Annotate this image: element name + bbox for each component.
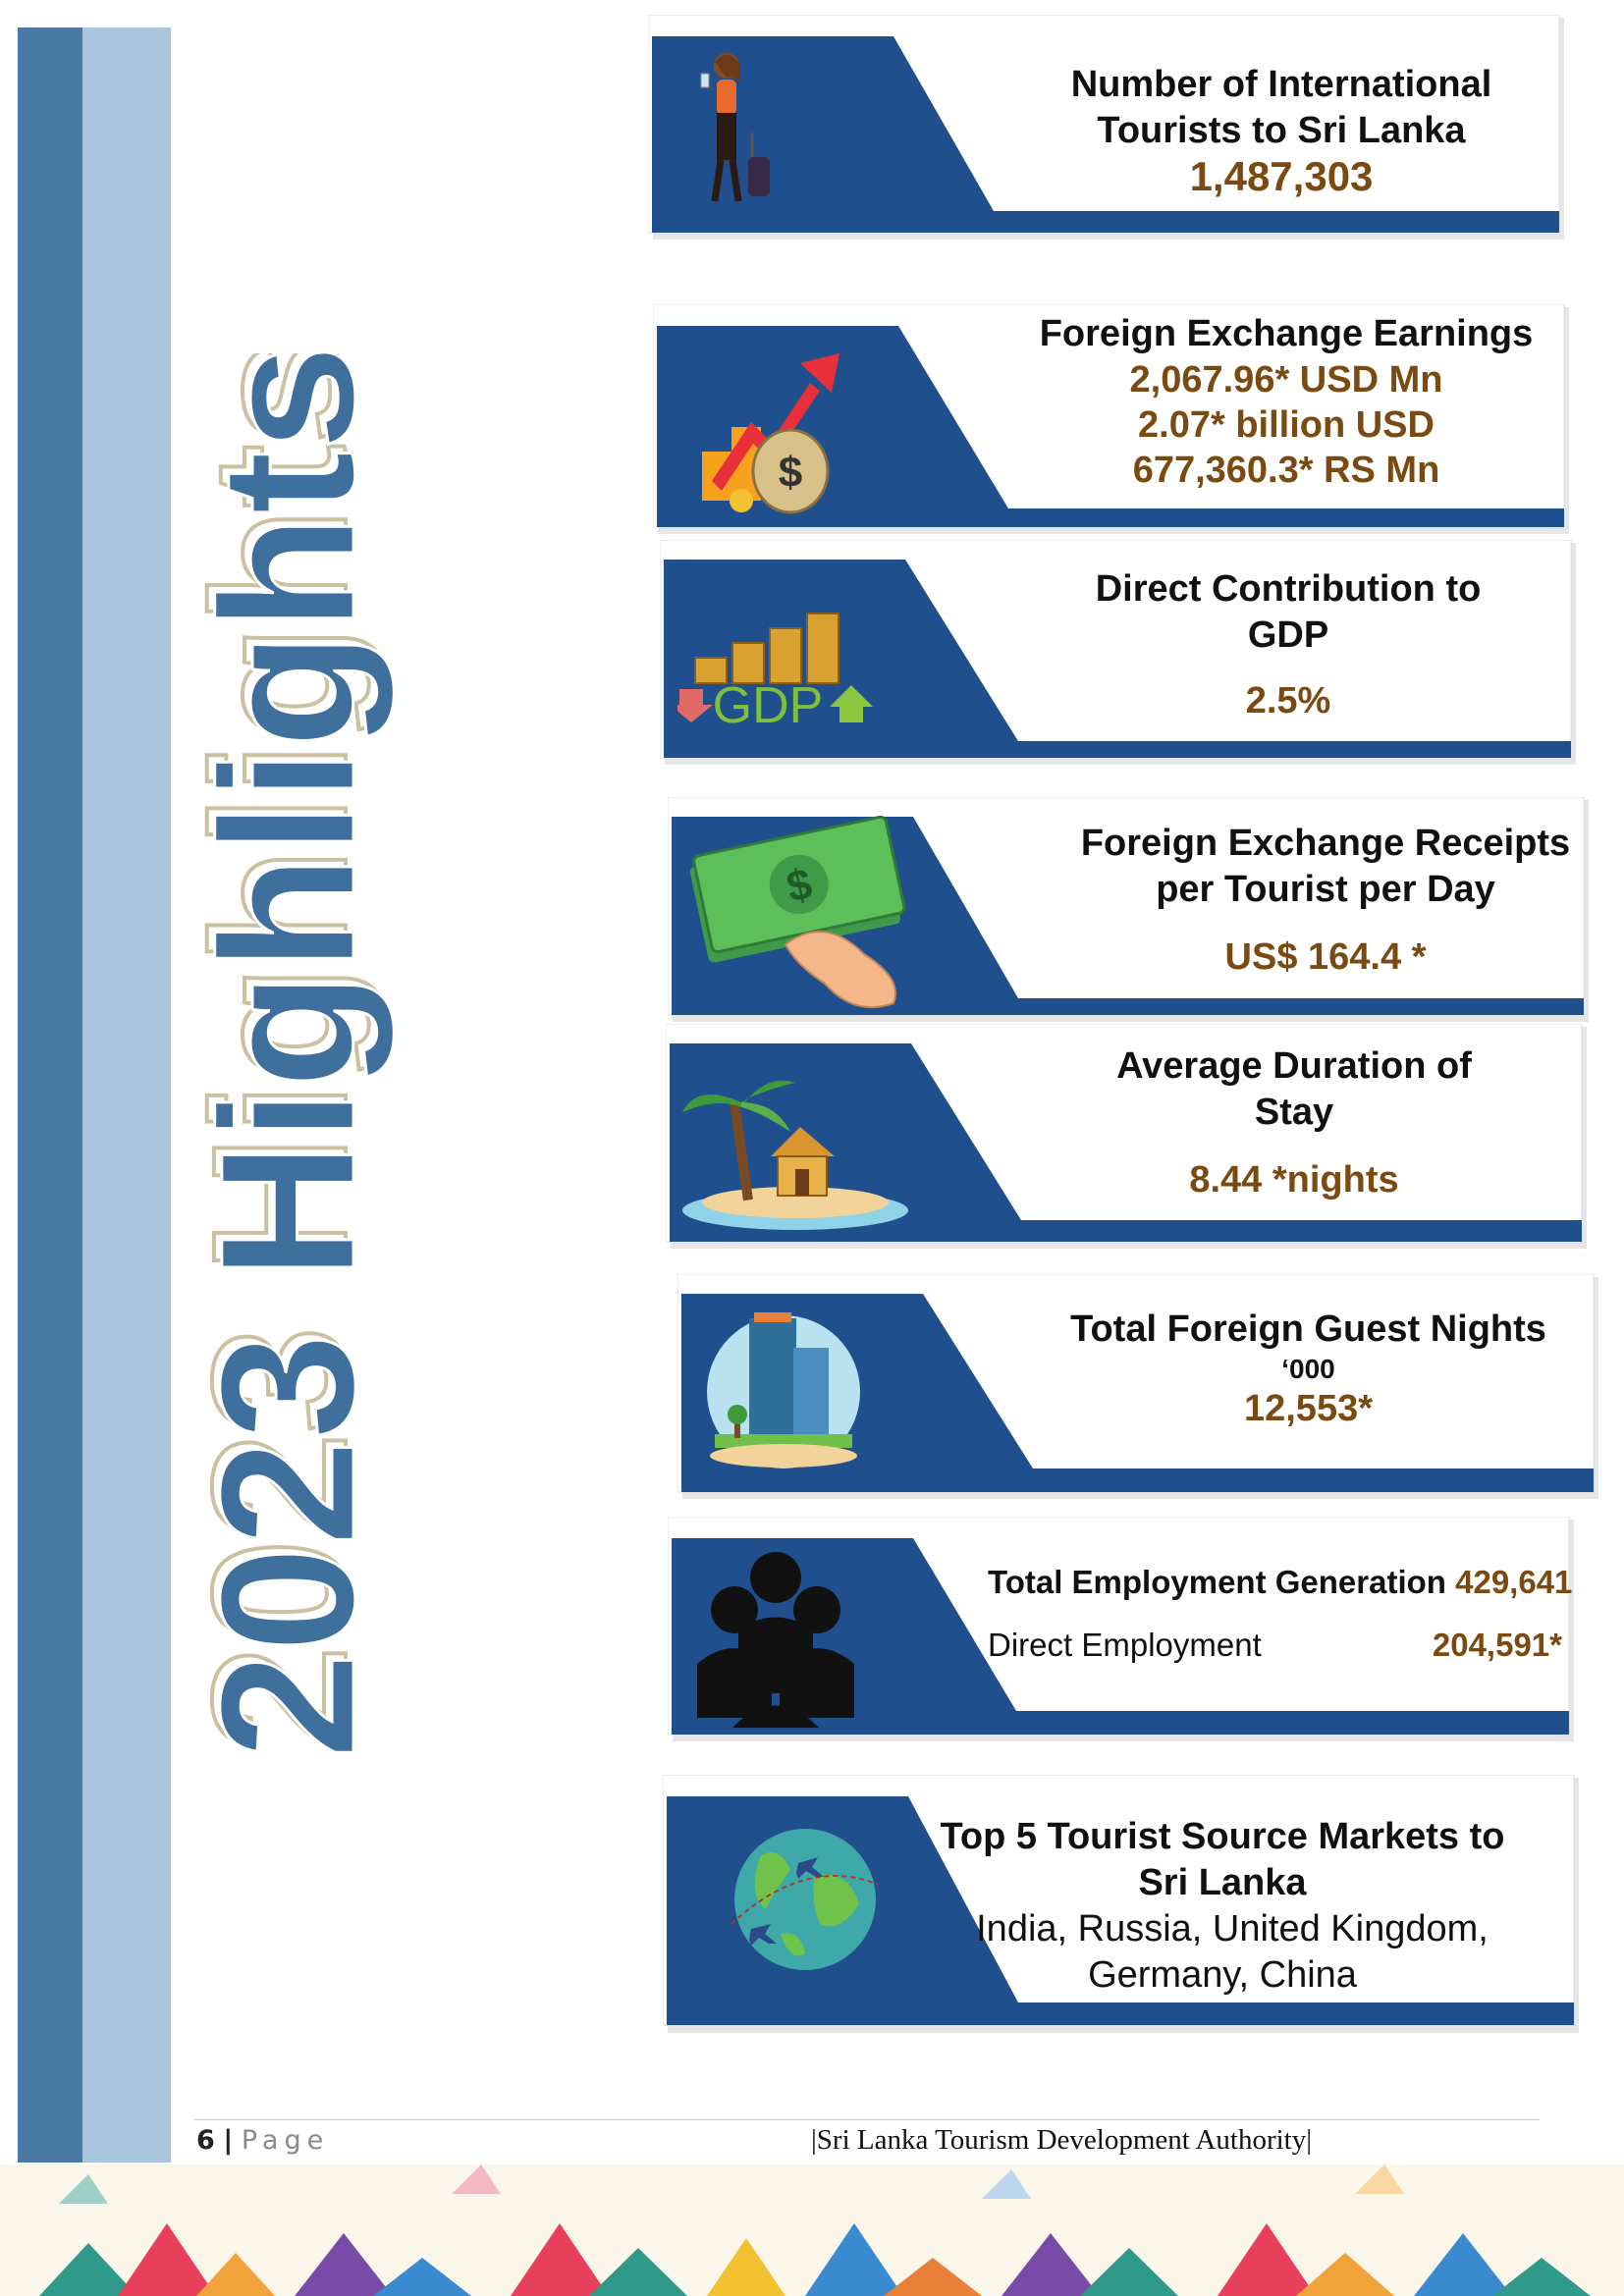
card-title-line: Foreign Exchange Earnings	[1039, 313, 1534, 354]
side-title-text: 2023 Highlights	[187, 353, 395, 1757]
hotel-building-icon	[707, 1312, 860, 1468]
card-title-line: GDP	[1247, 614, 1329, 656]
side-title: 2023 Highlights 2023 Highlights	[171, 336, 403, 1761]
money-bag-growth-icon: $	[702, 353, 839, 514]
card-value: 12,553*	[1243, 1388, 1373, 1429]
employment-row: Direct Employment 204,591*	[988, 1625, 1562, 1666]
employment-row: Total Employment Generation 429,641	[988, 1562, 1597, 1603]
card-title-line: Foreign Exchange Receipts	[1080, 823, 1571, 864]
card-title-line: Sri Lanka	[1138, 1862, 1307, 1903]
card-gdp-contribution: GDP Direct Contribution to GDP 2.5%	[660, 540, 1578, 766]
employment-value: 204,591*	[1432, 1627, 1562, 1663]
employment-label: Direct Employment	[988, 1627, 1262, 1663]
side-stripe-dark	[18, 27, 82, 2163]
island-hut-icon	[682, 1080, 908, 1230]
gdp-coins-icon: GDP	[677, 613, 873, 726]
footer-page-number: 6 | Page	[196, 2125, 329, 2156]
card-title-line: Number of International	[1070, 64, 1492, 105]
card-value: 677,360.3* RS Mn	[1132, 450, 1440, 491]
card-background	[666, 1024, 1587, 1249]
card-body-line: India, Russia, United Kingdom,	[976, 1908, 1489, 1949]
svg-text:$: $	[779, 449, 802, 497]
card-unit: ‘000	[1281, 1354, 1335, 1384]
gdp-label: GDP	[713, 677, 824, 726]
card-title-line: Top 5 Tourist Source Markets to	[940, 1816, 1505, 1857]
card-average-stay: Average Duration of Stay 8.44 *nights	[666, 1024, 1589, 1250]
card-source-markets: Top 5 Tourist Source Markets to Sri Lank…	[663, 1775, 1581, 2035]
card-international-tourists: Number of International Tourists to Sri …	[648, 15, 1566, 240]
tourist-with-luggage-icon	[700, 53, 770, 202]
card-title-line: per Tourist per Day	[1156, 869, 1495, 910]
footer-divider	[194, 2119, 1540, 2120]
employment-label: Total Employment Generation	[988, 1564, 1446, 1600]
card-value: 1,487,303	[1189, 153, 1374, 199]
globe-planes-icon	[731, 1829, 880, 1970]
card-title-line: Tourists to Sri Lanka	[1097, 110, 1466, 151]
page-separator: |	[223, 2125, 234, 2156]
card-receipts-per-tourist: $ Foreign Exchange Receipts per Tourist …	[668, 797, 1591, 1023]
card-title-line: Direct Contribution to	[1095, 568, 1482, 610]
decorative-pattern-band	[0, 2164, 1624, 2296]
footer-organization: |Sri Lanka Tourism Development Authority…	[811, 2124, 1313, 2156]
pattern-triangles	[39, 2164, 1591, 2296]
card-title-line: Stay	[1254, 1092, 1334, 1133]
card-background	[648, 15, 1564, 240]
card-value: 2.5%	[1245, 680, 1331, 721]
card-body-line: Germany, China	[1088, 1954, 1357, 1996]
card-title-line: Total Foreign Guest Nights	[1070, 1308, 1546, 1350]
side-title-shadow: 2023 Highlights	[187, 353, 387, 1752]
cash-in-hand-icon: $	[689, 815, 906, 1009]
page-word: Page	[241, 2125, 330, 2156]
card-value: US$ 164.4 *	[1224, 936, 1427, 978]
card-value: 8.44 *nights	[1189, 1159, 1399, 1201]
card-guest-nights: Total Foreign Guest Nights ‘000 12,553*	[677, 1274, 1600, 1500]
people-group-icon	[697, 1552, 854, 1728]
card-title-line: Average Duration of	[1116, 1045, 1472, 1087]
card-foreign-exchange-earnings: $ Foreign Exchange Earnings 2,067.96* US…	[653, 304, 1571, 535]
card-value: 2,067.96* USD Mn	[1129, 359, 1443, 400]
employment-value: 429,641	[1455, 1564, 1573, 1600]
card-value: 2.07* billion USD	[1138, 404, 1435, 446]
card-employment: Total Employment Generation 429,641 Dire…	[668, 1517, 1576, 1742]
side-stripe-light	[82, 27, 171, 2163]
page-number: 6	[196, 2125, 215, 2156]
